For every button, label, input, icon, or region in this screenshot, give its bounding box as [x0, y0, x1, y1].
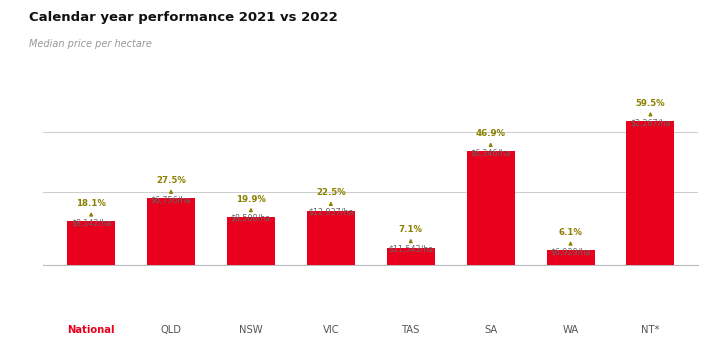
Bar	[467, 151, 515, 265]
Text: 19.9%: 19.9%	[236, 195, 266, 204]
Text: $8,508/ha: $8,508/ha	[231, 214, 271, 223]
Text: 18.1%: 18.1%	[76, 199, 106, 208]
Text: QLD: QLD	[161, 325, 181, 335]
Text: National: National	[68, 325, 115, 335]
Text: $8,142/ha: $8,142/ha	[71, 218, 112, 227]
Text: 46.9%: 46.9%	[476, 129, 505, 138]
Text: VIC: VIC	[323, 325, 339, 335]
Text: $11,543/ha: $11,543/ha	[388, 245, 433, 254]
Text: NT*: NT*	[642, 325, 660, 335]
Text: NSW: NSW	[239, 325, 263, 335]
Bar	[67, 221, 115, 265]
Bar	[626, 121, 675, 265]
Bar	[546, 250, 595, 265]
Text: Median price per hectare: Median price per hectare	[29, 39, 152, 49]
Bar	[387, 248, 435, 265]
Text: 6.1%: 6.1%	[559, 228, 582, 237]
Text: $2,267/ha: $2,267/ha	[630, 118, 671, 127]
Text: WA: WA	[562, 325, 579, 335]
Text: Calendar year performance 2021 vs 2022: Calendar year performance 2021 vs 2022	[29, 11, 338, 24]
Bar	[147, 199, 195, 265]
Bar	[307, 211, 355, 265]
Text: $6,929/ha: $6,929/ha	[550, 247, 591, 256]
Text: $6,756/ha: $6,756/ha	[151, 196, 192, 204]
Text: 59.5%: 59.5%	[636, 99, 665, 108]
Text: $12,937/ha: $12,937/ha	[308, 208, 354, 217]
Text: 22.5%: 22.5%	[316, 188, 346, 197]
Text: SA: SA	[484, 325, 498, 335]
Text: TAS: TAS	[402, 325, 420, 335]
Text: 27.5%: 27.5%	[156, 176, 186, 185]
Bar	[227, 217, 275, 265]
Text: $6,346/ha: $6,346/ha	[471, 148, 510, 158]
Text: 7.1%: 7.1%	[399, 225, 423, 234]
